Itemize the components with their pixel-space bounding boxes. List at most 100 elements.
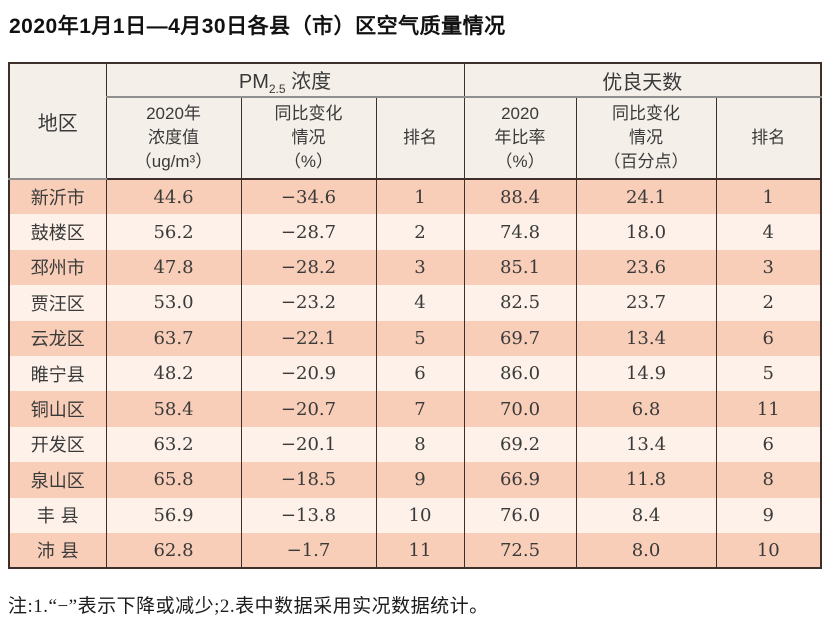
pm-change-cell: −22.1 bbox=[240, 320, 376, 356]
pm-change-cell: −34.6 bbox=[240, 179, 376, 215]
pm25-label-prefix: PM bbox=[238, 70, 269, 93]
good-rank-cell: 11 bbox=[715, 391, 822, 427]
pm-value-cell: 53.0 bbox=[105, 285, 241, 321]
good-ratio-cell: 70.0 bbox=[463, 391, 577, 427]
pm-value-cell: 44.6 bbox=[105, 179, 241, 215]
good-rank-cell: 3 bbox=[715, 249, 822, 286]
region-column-header: 地区 bbox=[8, 63, 106, 180]
pm-value-cell: 63.2 bbox=[105, 426, 241, 463]
region-cell: 鼓楼区 bbox=[8, 214, 106, 250]
good-rank-cell: 4 bbox=[715, 214, 822, 250]
pm-change-column-header: 同比变化 情况 （%） bbox=[240, 97, 376, 180]
good-rank-column-header: 排名 bbox=[715, 97, 822, 180]
pm-value-cell: 47.8 bbox=[105, 249, 241, 286]
pm-change-cell: −23.2 bbox=[240, 285, 376, 321]
good-change-cell: 18.0 bbox=[575, 214, 717, 250]
pm25-label-suffix: 浓度 bbox=[285, 70, 332, 93]
good-ratio-cell: 69.7 bbox=[463, 320, 577, 356]
pm-value-cell: 56.9 bbox=[105, 497, 241, 533]
table-row: 泉山区 65.8 −18.5 9 66.9 11.8 8 bbox=[8, 462, 822, 498]
good-ratio-cell: 88.4 bbox=[463, 179, 577, 215]
good-change-cell: 14.9 bbox=[575, 355, 717, 392]
region-cell: 沛 县 bbox=[8, 532, 106, 569]
good-ratio-cell: 86.0 bbox=[463, 355, 577, 392]
good-change-cell: 23.7 bbox=[575, 285, 717, 321]
pm-rank-cell: 4 bbox=[375, 285, 465, 321]
table-row: 开发区 63.2 −20.1 8 69.2 13.4 6 bbox=[8, 426, 822, 463]
table-row: 贾汪区 53.0 −23.2 4 82.5 23.7 2 bbox=[8, 285, 822, 321]
pm-change-cell: −28.2 bbox=[240, 249, 376, 286]
table-header: 地区 PM2.5 浓度 优良天数 2020年 浓度值 （ug/m³） 同比变化 … bbox=[8, 63, 822, 180]
table-row: 邳州市 47.8 −28.2 3 85.1 23.6 3 bbox=[8, 249, 822, 286]
pm-rank-cell: 6 bbox=[375, 355, 465, 392]
table-row: 丰 县 56.9 −13.8 10 76.0 8.4 9 bbox=[8, 497, 822, 533]
pm-change-cell: −28.7 bbox=[240, 214, 376, 250]
good-ratio-cell: 74.8 bbox=[463, 214, 577, 250]
table-body: 新沂市 44.6 −34.6 1 88.4 24.1 1 鼓楼区 56.2 −2… bbox=[8, 179, 822, 569]
region-cell: 铜山区 bbox=[8, 391, 106, 427]
good-change-cell: 13.4 bbox=[575, 426, 717, 463]
region-cell: 丰 县 bbox=[8, 497, 106, 533]
pm-rank-cell: 11 bbox=[375, 532, 465, 569]
good-change-cell: 13.4 bbox=[575, 320, 717, 356]
pm-change-cell: −18.5 bbox=[240, 462, 376, 498]
pm-rank-cell: 9 bbox=[375, 462, 465, 498]
region-cell: 邳州市 bbox=[8, 249, 106, 286]
pm-rank-cell: 3 bbox=[375, 249, 465, 286]
table-row: 鼓楼区 56.2 −28.7 2 74.8 18.0 4 bbox=[8, 214, 822, 250]
pm-rank-cell: 1 bbox=[375, 179, 465, 215]
good-rank-cell: 9 bbox=[715, 497, 822, 533]
table-row: 睢宁县 48.2 −20.9 6 86.0 14.9 5 bbox=[8, 355, 822, 392]
good-rank-cell: 10 bbox=[715, 532, 822, 569]
good-rank-cell: 6 bbox=[715, 320, 822, 356]
table-row: 云龙区 63.7 −22.1 5 69.7 13.4 6 bbox=[8, 320, 822, 356]
pm-value-cell: 63.7 bbox=[105, 320, 241, 356]
group-header-row: 地区 PM2.5 浓度 优良天数 bbox=[8, 63, 822, 180]
good-change-cell: 6.8 bbox=[575, 391, 717, 427]
pm-rank-cell: 5 bbox=[375, 320, 465, 356]
pm-rank-cell: 10 bbox=[375, 497, 465, 533]
good-change-cell: 8.4 bbox=[575, 497, 717, 533]
pm-value-cell: 58.4 bbox=[105, 391, 241, 427]
pm-value-cell: 48.2 bbox=[105, 355, 241, 392]
air-quality-table: 地区 PM2.5 浓度 优良天数 2020年 浓度值 （ug/m³） 同比变化 … bbox=[8, 62, 823, 570]
pm-change-cell: −13.8 bbox=[240, 497, 376, 533]
pm-rank-column-header: 排名 bbox=[375, 97, 465, 180]
good-change-cell: 11.8 bbox=[575, 462, 717, 498]
table-row: 铜山区 58.4 −20.7 7 70.0 6.8 11 bbox=[8, 391, 822, 427]
page-title: 2020年1月1日—4月30日各县（市）区空气质量情况 bbox=[9, 15, 506, 38]
pm-value-cell: 65.8 bbox=[105, 462, 241, 498]
table-row: 沛 县 62.8 −1.7 11 72.5 8.0 10 bbox=[8, 532, 822, 569]
good-ratio-cell: 76.0 bbox=[463, 497, 577, 533]
good-days-group-header: 优良天数 bbox=[463, 63, 822, 98]
pm-rank-cell: 2 bbox=[375, 214, 465, 250]
good-rank-cell: 5 bbox=[715, 355, 822, 392]
region-cell: 云龙区 bbox=[8, 320, 106, 356]
pm25-group-header: PM2.5 浓度 bbox=[105, 63, 465, 98]
footnote: 注:1.“−”表示下降或减少;2.表中数据采用实况数据统计。 bbox=[8, 596, 489, 617]
region-cell: 贾汪区 bbox=[8, 285, 106, 321]
pm-rank-cell: 7 bbox=[375, 391, 465, 427]
good-change-column-header: 同比变化 情况 （百分点） bbox=[575, 97, 717, 180]
good-rank-cell: 8 bbox=[715, 462, 822, 498]
sub-header-row: 2020年 浓度值 （ug/m³） 同比变化 情况 （%） 排名 2020 年比… bbox=[9, 97, 822, 180]
pm-change-cell: −20.1 bbox=[240, 426, 376, 463]
pm-rank-cell: 8 bbox=[375, 426, 465, 463]
region-cell: 泉山区 bbox=[8, 462, 106, 498]
pm-value-cell: 56.2 bbox=[105, 214, 241, 250]
good-ratio-cell: 66.9 bbox=[463, 462, 577, 498]
good-change-cell: 8.0 bbox=[575, 532, 717, 569]
pm-change-cell: −20.7 bbox=[240, 391, 376, 427]
pm-value-column-header: 2020年 浓度值 （ug/m³） bbox=[105, 97, 241, 180]
region-cell: 睢宁县 bbox=[8, 355, 106, 392]
good-ratio-column-header: 2020 年比率 （%） bbox=[463, 97, 577, 180]
good-ratio-cell: 72.5 bbox=[463, 532, 577, 569]
good-rank-cell: 6 bbox=[715, 426, 822, 463]
good-ratio-cell: 69.2 bbox=[463, 426, 577, 463]
good-rank-cell: 2 bbox=[715, 285, 822, 321]
good-change-cell: 23.6 bbox=[575, 249, 717, 286]
table-row: 新沂市 44.6 −34.6 1 88.4 24.1 1 bbox=[8, 179, 822, 215]
pm-change-cell: −20.9 bbox=[240, 355, 376, 392]
good-change-cell: 24.1 bbox=[575, 179, 717, 215]
region-cell: 开发区 bbox=[8, 426, 106, 463]
